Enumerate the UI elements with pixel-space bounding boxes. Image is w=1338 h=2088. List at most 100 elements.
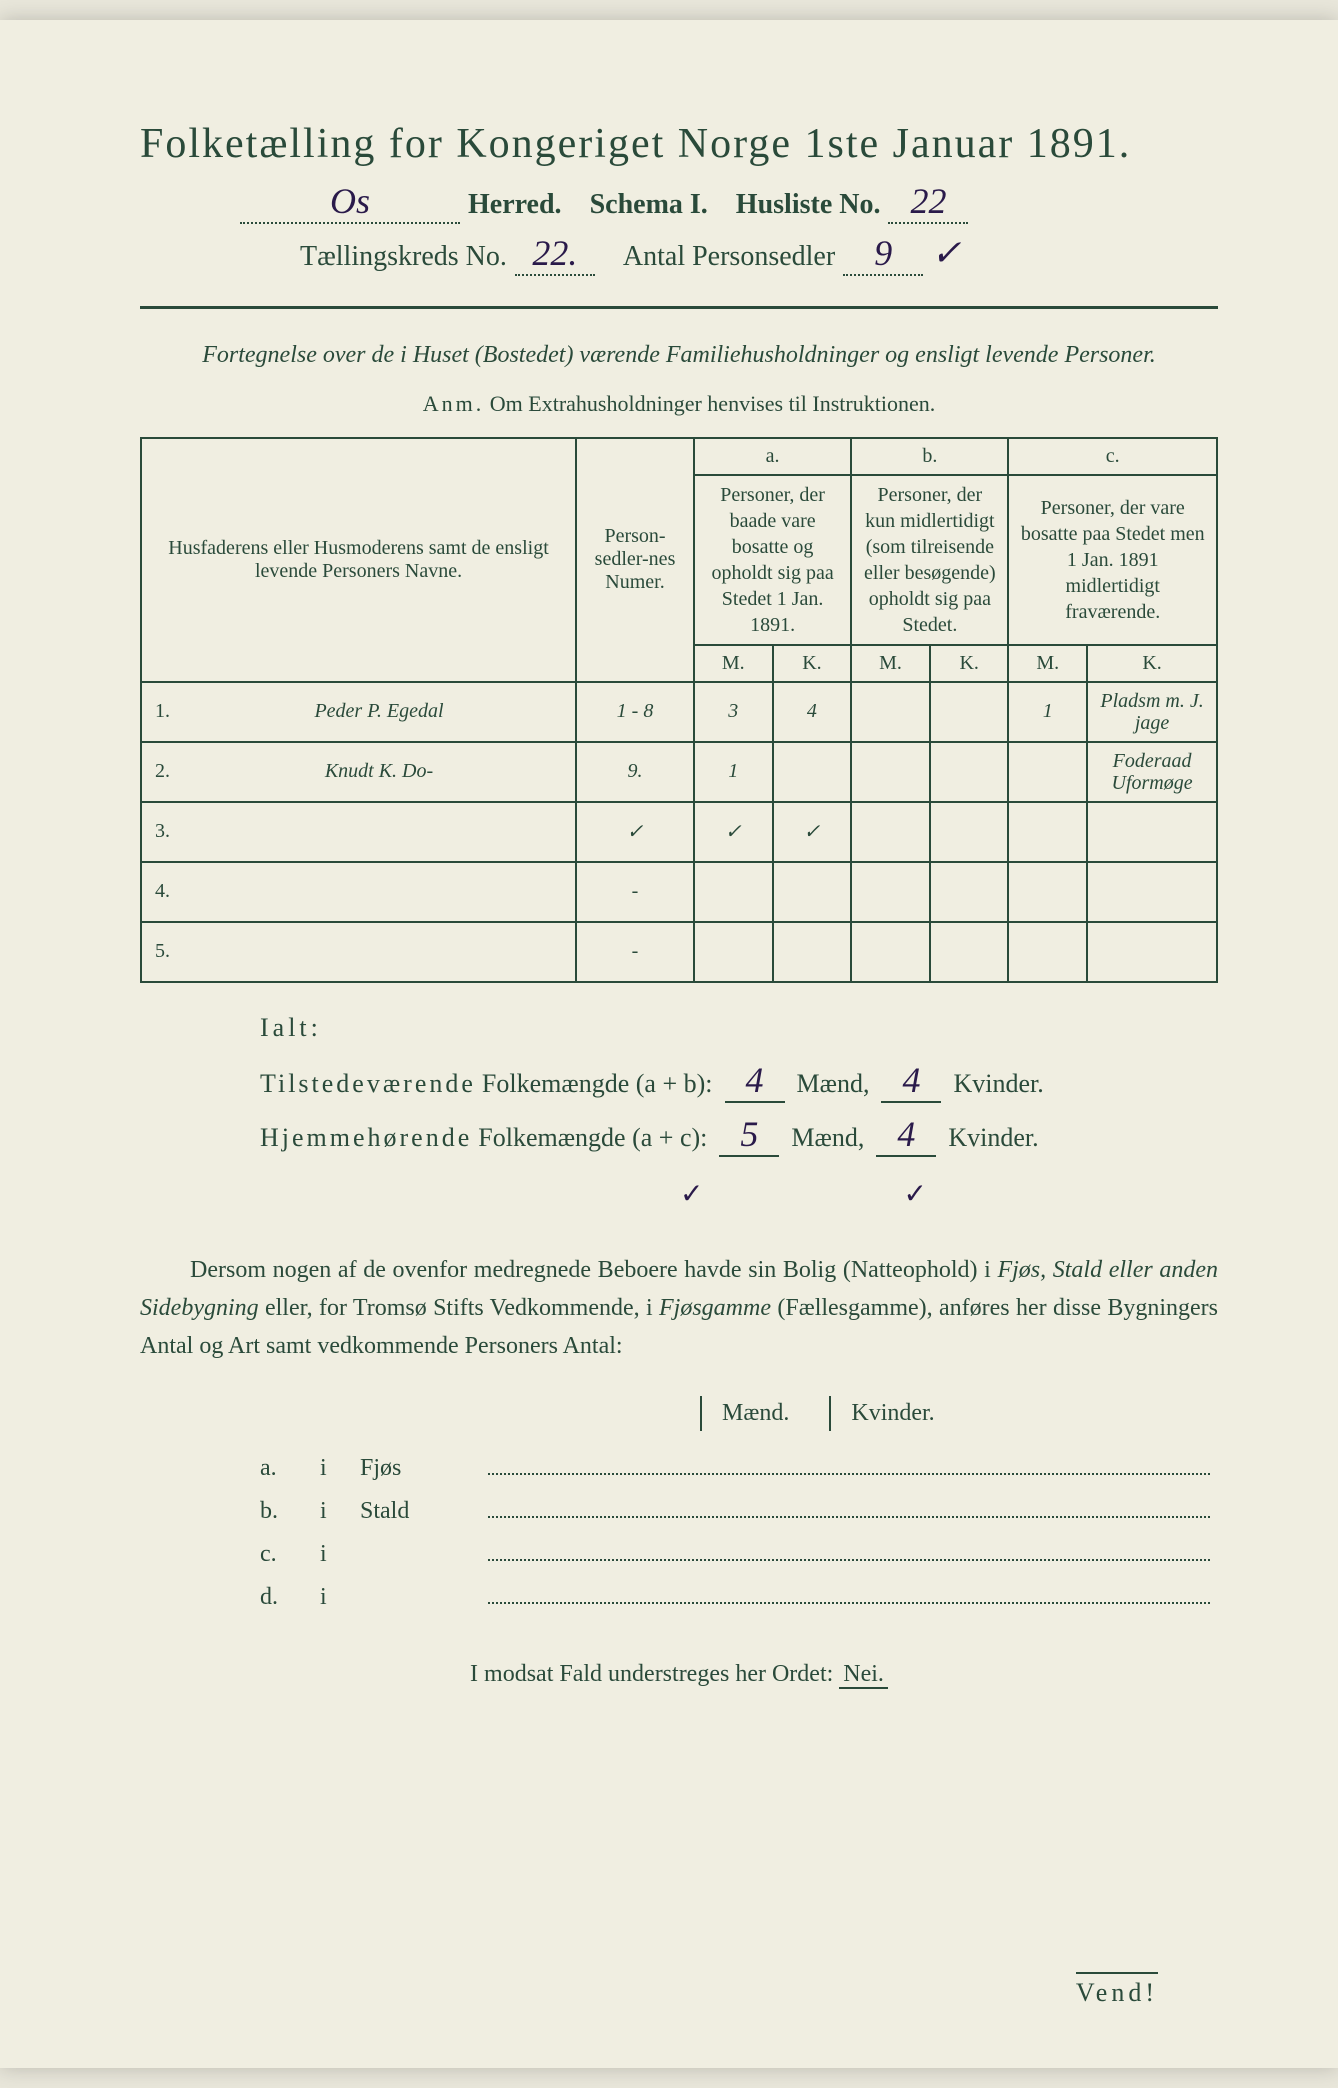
side-row: d. i: [260, 1580, 1218, 1611]
col-b-desc: Personer, der kun midlertidigt (som tilr…: [851, 475, 1008, 645]
row-a-k: [773, 922, 852, 982]
final-line: I modsat Fald understreges her Ordet: Ne…: [140, 1661, 1218, 1688]
ialt-r1-k: 4: [881, 1059, 941, 1103]
col-b-m: M.: [851, 645, 930, 682]
table-head: Husfaderens eller Husmoderens samt de en…: [141, 438, 1217, 682]
side-row: a. i Fjøs: [260, 1451, 1218, 1482]
ialt-r2-k: 4: [876, 1113, 936, 1157]
dotted-line: [488, 1580, 1210, 1604]
row-name: [183, 862, 576, 922]
dotted-line: [488, 1537, 1210, 1561]
ialt-maend: Mænd,: [791, 1123, 864, 1153]
side-row: b. i Stald: [260, 1494, 1218, 1525]
row-b-k: [930, 862, 1009, 922]
row-num: 5.: [141, 922, 183, 982]
side-i: i: [320, 1541, 360, 1568]
row-c-k: [1087, 862, 1217, 922]
row-a-k: [773, 862, 852, 922]
schema-label: Schema I.: [590, 189, 708, 221]
side-name: Stald: [360, 1498, 480, 1525]
check-marks: ✓ ✓: [680, 1177, 1218, 1211]
census-form-page: Folketælling for Kongeriget Norge 1ste J…: [0, 20, 1338, 2068]
row-b-m: [851, 802, 930, 862]
para-t1: Dersom nogen af de ovenfor medregnede Be…: [190, 1257, 997, 1283]
side-i: i: [320, 1498, 360, 1525]
row-b-m: [851, 922, 930, 982]
row-num: 3.: [141, 802, 183, 862]
row-a-m: ✓: [694, 802, 773, 862]
check-1: ✓: [680, 1177, 703, 1211]
divider: [140, 306, 1218, 309]
row-c-m: [1008, 862, 1087, 922]
dotted-line: [488, 1494, 1210, 1518]
herred-label: Herred.: [468, 189, 562, 221]
row-name: Knudt K. Do-: [183, 742, 576, 802]
row-name: [183, 802, 576, 862]
side-building-list: a. i Fjøs b. i Stald c. i d. i: [260, 1451, 1218, 1611]
col-b-k: K.: [930, 645, 1009, 682]
col-name-header: Husfaderens eller Husmoderens samt de en…: [141, 438, 576, 682]
row-numer: 9.: [576, 742, 694, 802]
totals-section: Ialt: Tilstedeværende Folkemængde (a + b…: [260, 1013, 1218, 1157]
table-row: 4. -: [141, 862, 1217, 922]
anm-row: Anm. Om Extrahusholdninger henvises til …: [140, 391, 1218, 417]
ialt-row-1: Tilstedeværende Folkemængde (a + b): 4 M…: [260, 1059, 1218, 1103]
row-a-k: [773, 742, 852, 802]
husliste-value: 22: [910, 181, 946, 221]
ialt-r1-rest: Folkemængde (a + b):: [482, 1069, 713, 1099]
row-a-m: [694, 862, 773, 922]
row-numer: -: [576, 922, 694, 982]
row-num: 4.: [141, 862, 183, 922]
row-b-m: [851, 862, 930, 922]
check-2: ✓: [903, 1177, 926, 1211]
row-numer: 1 - 8: [576, 682, 694, 742]
row-b-m: [851, 682, 930, 742]
vend-label: Vend!: [1076, 1972, 1158, 2008]
side-label: a.: [260, 1455, 320, 1482]
side-label: b.: [260, 1498, 320, 1525]
ialt-maend: Mænd,: [797, 1069, 870, 1099]
row-a-m: 1: [694, 742, 773, 802]
anm-label: Anm.: [423, 391, 485, 416]
col-c-letter: c.: [1008, 438, 1217, 475]
para-t2: eller, for Tromsø Stifts Vedkommende, i: [259, 1295, 659, 1321]
husliste-label: Husliste No.: [736, 189, 881, 221]
mk-header: Mænd. Kvinder.: [700, 1396, 1218, 1431]
kreds-value: 22.: [532, 233, 577, 273]
dotted-line: [488, 1451, 1210, 1475]
row-c-k: Pladsm m. J. jage: [1087, 682, 1217, 742]
row-num: 2.: [141, 742, 183, 802]
antal-value: 9: [874, 233, 892, 273]
row-c-k: Foderaad Uformøge: [1087, 742, 1217, 802]
page-title: Folketælling for Kongeriget Norge 1ste J…: [140, 120, 1218, 168]
row-a-k: ✓: [773, 802, 852, 862]
table-body: 1. Peder P. Egedal 1 - 8 3 4 1 Pladsm m.…: [141, 682, 1217, 982]
row-c-k: [1087, 802, 1217, 862]
household-table: Husfaderens eller Husmoderens samt de en…: [140, 437, 1218, 983]
side-i: i: [320, 1455, 360, 1482]
col-a-m: M.: [694, 645, 773, 682]
antal-label: Antal Personsedler: [623, 241, 835, 273]
row-numer: ✓: [576, 802, 694, 862]
para-em2: Fjøsgamme: [659, 1295, 771, 1321]
paragraph: Dersom nogen af de ovenfor medregnede Be…: [140, 1251, 1218, 1366]
col-a-desc: Personer, der baade vare bosatte og opho…: [694, 475, 851, 645]
mk-maend: Mænd.: [700, 1396, 809, 1431]
kreds-label: Tællingskreds No.: [300, 241, 507, 273]
herred-field: Os: [240, 180, 460, 224]
antal-field: 9: [843, 232, 923, 276]
col-c-desc: Personer, der vare bosatte paa Stedet me…: [1008, 475, 1217, 645]
final-text: I modsat Fald understreges her Ordet:: [470, 1661, 833, 1687]
herred-value: Os: [330, 181, 370, 221]
ialt-kvinder: Kvinder.: [953, 1069, 1043, 1099]
mk-kvinder: Kvinder.: [829, 1396, 954, 1431]
ialt-r1-m: 4: [725, 1059, 785, 1103]
row-a-m: [694, 922, 773, 982]
row-a-k: 4: [773, 682, 852, 742]
header-row-2: Tællingskreds No. 22. Antal Personsedler…: [140, 232, 1218, 276]
col-c-k: K.: [1087, 645, 1217, 682]
row-b-k: [930, 922, 1009, 982]
instruction-text: Fortegnelse over de i Huset (Bostedet) v…: [140, 339, 1218, 373]
row-name: Peder P. Egedal: [183, 682, 576, 742]
row-b-k: [930, 682, 1009, 742]
